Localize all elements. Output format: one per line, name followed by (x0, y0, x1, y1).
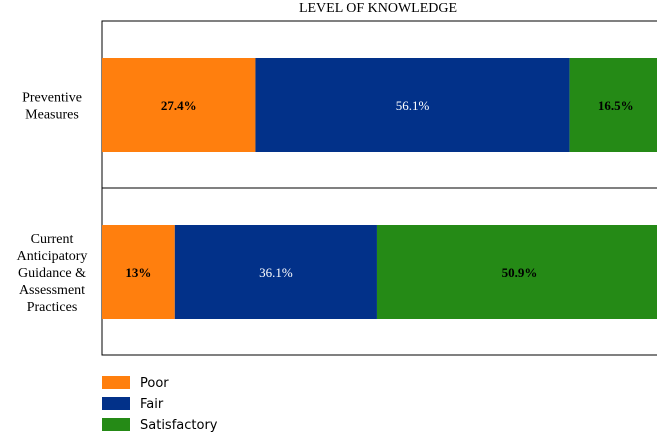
data-label-poor-0: 27.4% (161, 98, 197, 113)
legend-label-poor: Poor (140, 376, 169, 391)
category-label-1-line-1: Anticipatory (17, 249, 88, 264)
bar-satisfactory-1 (376, 225, 657, 319)
data-label-satisfactory-0: 16.5% (598, 98, 634, 113)
bar-poor-1 (102, 225, 175, 319)
category-label-1-line-2: Guidance & (18, 266, 86, 281)
category-label-1-line-3: Assessment (19, 283, 85, 298)
bar-satisfactory-0 (569, 58, 657, 152)
legend-swatch-poor (102, 376, 130, 389)
data-label-poor-1: 13% (125, 265, 151, 280)
data-label-fair-0: 56.1% (396, 98, 430, 113)
category-label-0-line-1: Measures (25, 108, 79, 123)
data-label-satisfactory-1: 50.9% (502, 265, 538, 280)
category-label-1-line-4: Practices (27, 300, 78, 315)
legend-swatch-fair (102, 397, 130, 410)
legend-label-satisfactory: Satisfactory (140, 418, 218, 433)
legend-swatch-satisfactory (102, 418, 130, 431)
legend: Poor Fair Satisfactory (102, 376, 218, 433)
category-label-1-line-0: Current (31, 232, 74, 247)
data-label-fair-1: 36.1% (259, 265, 293, 280)
bars-layer: 27.4% 56.1% 16.5% 13% 36.1% 50.9% (102, 58, 657, 319)
legend-label-fair: Fair (140, 397, 164, 412)
bar-poor-0 (102, 58, 256, 152)
category-label-0-line-0: Preventive (22, 91, 82, 106)
category-labels: Preventive Measures Current Anticipatory Gui… (17, 91, 88, 316)
bar-fair-1 (174, 225, 377, 319)
bar-fair-0 (255, 58, 570, 152)
chart-title: LEVEL OF KNOWLEDGE (299, 1, 457, 16)
